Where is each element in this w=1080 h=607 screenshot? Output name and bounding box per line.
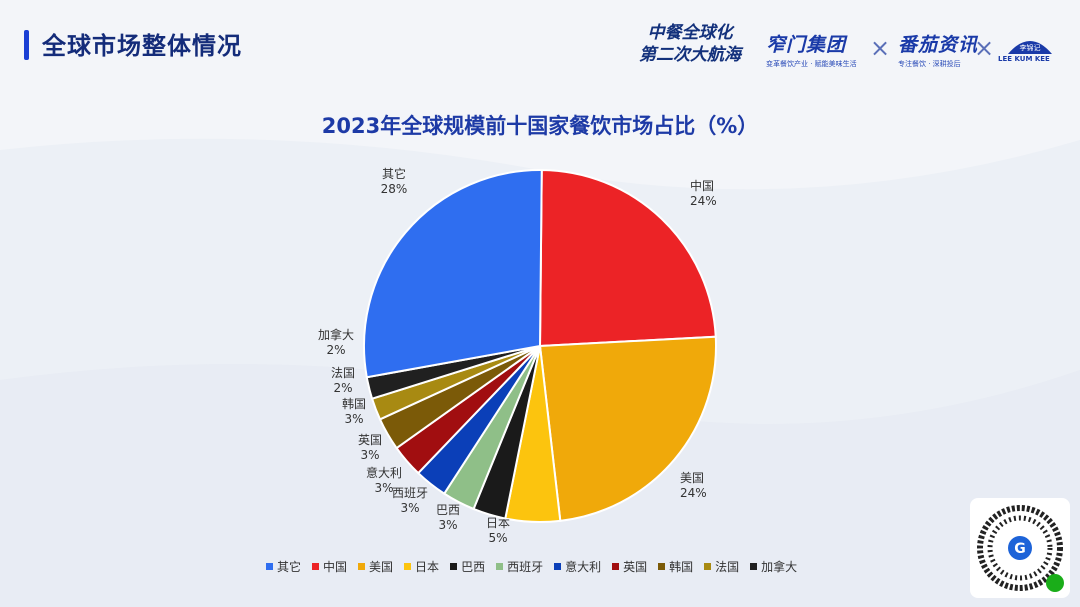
qr-code: G <box>970 498 1070 598</box>
logo-zhaimen-sub: 变革餐饮产业 · 赋能美味生活 <box>766 60 857 68</box>
slice-label-value-1: 24% <box>680 486 707 500</box>
legend-swatch-2 <box>358 562 366 570</box>
legend-item-1: 中国 <box>312 558 347 575</box>
slice-label-name-3: 巴西 <box>436 503 460 517</box>
legend-swatch-5 <box>496 562 504 570</box>
logo-zhaimen-name: 窄门集团 <box>766 34 847 56</box>
lee-logo-cn: 李锦记 <box>1020 43 1041 52</box>
slice-label-name-6: 英国 <box>358 433 382 447</box>
legend-label-4: 巴西 <box>461 559 486 574</box>
legend-swatch-1 <box>312 562 320 570</box>
legend-item-4: 巴西 <box>450 558 485 575</box>
slice-label-name-7: 韩国 <box>342 396 366 411</box>
slice-label-value-0: 24% <box>690 194 717 208</box>
chart-legend: 其它 中国 美国 日本 巴西 西班牙 意大利 英国 韩国 法国 加拿大 <box>266 557 808 575</box>
legend-label-1: 中国 <box>323 559 348 574</box>
logo-fanqie-name: 番茄资讯 <box>898 34 979 56</box>
cross-icon: × <box>974 34 995 62</box>
svg-text:G: G <box>1014 541 1026 557</box>
legend-label-9: 法国 <box>715 559 740 574</box>
logo-zhaimen: 窄门集团 变革餐饮产业 · 赋能美味生活 <box>766 30 857 69</box>
legend-item-2: 美国 <box>358 558 393 575</box>
slogan-line-2: 第二次大航海 <box>639 45 741 65</box>
legend-swatch-9 <box>704 562 712 570</box>
page-header: 全球市场整体情况 中餐全球化 第二次大航海 窄门集团 变革餐饮产业 · 赋能美味… <box>0 0 1080 90</box>
logo-fanqie-sub: 专注餐饮 · 深耕投后 <box>898 60 961 68</box>
slice-label-value-10: 28% <box>381 182 408 196</box>
legend-item-0: 其它 <box>266 558 301 575</box>
legend-label-3: 日本 <box>415 559 440 574</box>
slice-label-name-5: 意大利 <box>366 465 402 480</box>
slice-label-name-2: 日本 <box>486 516 510 530</box>
legend-swatch-3 <box>404 562 412 570</box>
cross-icon: × <box>870 34 891 62</box>
legend-item-8: 韩国 <box>658 558 693 575</box>
title-accent-bar <box>24 30 29 60</box>
pie-slice-10 <box>363 169 543 379</box>
pie-slice-0 <box>538 168 717 348</box>
slice-label-value-7: 3% <box>344 412 363 426</box>
legend-swatch-6 <box>554 562 562 570</box>
slice-label-value-6: 3% <box>360 448 379 462</box>
slice-label-name-1: 美国 <box>680 471 704 485</box>
legend-label-5: 西班牙 <box>507 559 544 574</box>
legend-label-0: 其它 <box>277 559 302 574</box>
legend-label-8: 韩国 <box>669 559 694 574</box>
slice-label-value-5: 3% <box>374 481 393 495</box>
slogan-line-1: 中餐全球化 <box>647 23 733 43</box>
legend-swatch-8 <box>658 562 666 570</box>
legend-item-10: 加拿大 <box>750 558 797 575</box>
slice-label-name-10: 其它 <box>382 166 406 181</box>
legend-item-5: 西班牙 <box>496 558 543 575</box>
legend-item-3: 日本 <box>404 558 439 575</box>
legend-swatch-4 <box>450 562 458 570</box>
legend-label-7: 英国 <box>623 559 648 574</box>
legend-swatch-0 <box>266 562 273 570</box>
pie-slice-1 <box>538 335 717 522</box>
legend-swatch-7 <box>612 562 620 570</box>
slice-label-name-0: 中国 <box>690 178 714 193</box>
brand-slogan: 中餐全球化 第二次大航海 <box>625 22 755 66</box>
legend-swatch-10 <box>750 562 758 570</box>
page-title: 全球市场整体情况 <box>42 32 242 60</box>
slice-label-value-9: 2% <box>326 343 345 357</box>
lee-kum-kee-logo: 李锦记 <box>1008 41 1052 54</box>
slice-label-value-8: 2% <box>333 381 352 395</box>
slice-label-value-3: 3% <box>438 518 457 532</box>
logo-fanqie: 番茄资讯 专注餐饮 · 深耕投后 <box>898 30 978 69</box>
slice-label-value-2: 5% <box>488 531 507 545</box>
legend-item-9: 法国 <box>704 558 739 575</box>
slice-label-value-4: 3% <box>400 501 419 515</box>
lee-logo-text: LEE KUM KEE <box>998 55 1050 63</box>
legend-label-2: 美国 <box>369 559 394 574</box>
slice-label-name-9: 加拿大 <box>318 327 354 342</box>
chart-title: 2023年全球规模前十国家餐饮市场占比（%） <box>321 114 759 138</box>
legend-item-6: 意大利 <box>554 558 601 575</box>
slice-label-name-4: 西班牙 <box>392 486 428 500</box>
slice-label-name-8: 法国 <box>331 366 355 380</box>
legend-label-6: 意大利 <box>565 559 602 574</box>
legend-label-10: 加拿大 <box>761 559 798 574</box>
legend-item-7: 英国 <box>612 558 647 575</box>
